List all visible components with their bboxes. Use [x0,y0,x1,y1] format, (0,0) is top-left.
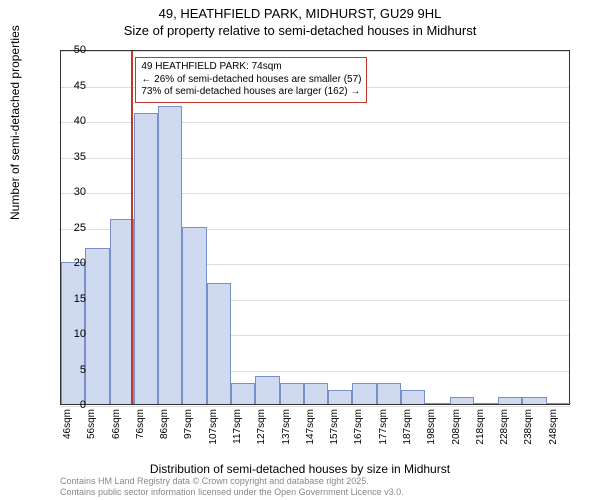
plot-area: 49 HEATHFIELD PARK: 74sqm← 26% of semi-d… [60,50,570,405]
chart-title-main: 49, HEATHFIELD PARK, MIDHURST, GU29 9HL [0,0,600,21]
x-tick-label: 107sqm [208,409,219,449]
x-tick-label: 187sqm [402,409,413,449]
x-tick-label: 137sqm [281,409,292,449]
y-tick-label: 30 [74,186,86,198]
histogram-bar [425,403,449,404]
gridline [61,51,569,52]
histogram-bar [255,376,279,404]
x-axis-label: Distribution of semi-detached houses by … [0,462,600,476]
x-tick-label: 147sqm [305,409,316,449]
histogram-bar [352,383,376,404]
x-tick-label: 177sqm [378,409,389,449]
x-tick-label: 157sqm [329,409,340,449]
y-tick-label: 45 [74,80,86,92]
histogram-bar [498,397,522,404]
x-tick-label: 66sqm [111,409,122,449]
histogram-bar [474,403,498,404]
y-tick-label: 15 [74,293,86,305]
x-tick-label: 127sqm [256,409,267,449]
histogram-bar [134,113,158,404]
y-tick-label: 0 [80,399,86,411]
annotation-box: 49 HEATHFIELD PARK: 74sqm← 26% of semi-d… [135,57,367,103]
x-tick-label: 86sqm [159,409,170,449]
attribution-text: Contains HM Land Registry data © Crown c… [60,476,404,498]
x-tick-label: 218sqm [475,409,486,449]
y-tick-label: 40 [74,115,86,127]
x-tick-label: 117sqm [232,409,243,449]
y-axis-label: Number of semi-detached properties [8,25,22,220]
x-tick-label: 76sqm [135,409,146,449]
x-tick-label: 248sqm [548,409,559,449]
chart-title-sub: Size of property relative to semi-detach… [0,21,600,38]
histogram-bar [85,248,109,404]
x-tick-label: 238sqm [523,409,534,449]
histogram-bar [207,283,231,404]
gridline [61,406,569,407]
histogram-bar [328,390,352,404]
x-tick-label: 56sqm [86,409,97,449]
property-marker-line [131,51,133,404]
y-tick-label: 10 [74,328,86,340]
histogram-bar [522,397,546,404]
x-tick-label: 167sqm [353,409,364,449]
annotation-line: 73% of semi-detached houses are larger (… [141,86,361,99]
histogram-bar [401,390,425,404]
histogram-bar [182,227,206,405]
histogram-bar [158,106,182,404]
annotation-line: ← 26% of semi-detached houses are smalle… [141,74,361,87]
histogram-bar [304,383,328,404]
annotation-line: 49 HEATHFIELD PARK: 74sqm [141,61,361,74]
y-tick-label: 20 [74,257,86,269]
histogram-bar [377,383,401,404]
y-tick-label: 35 [74,151,86,163]
x-tick-label: 46sqm [62,409,73,449]
y-tick-label: 50 [74,44,86,56]
y-tick-label: 25 [74,222,86,234]
x-tick-label: 198sqm [426,409,437,449]
histogram-bar [450,397,474,404]
chart-container: 49, HEATHFIELD PARK, MIDHURST, GU29 9HL … [0,0,600,500]
y-tick-label: 5 [80,364,86,376]
x-tick-label: 97sqm [183,409,194,449]
x-tick-label: 228sqm [499,409,510,449]
histogram-bar [231,383,255,404]
histogram-bar [280,383,304,404]
x-tick-label: 208sqm [451,409,462,449]
attribution-line: Contains HM Land Registry data © Crown c… [60,476,404,487]
histogram-bar [110,219,134,404]
histogram-bar [547,403,571,404]
attribution-line: Contains public sector information licen… [60,487,404,498]
